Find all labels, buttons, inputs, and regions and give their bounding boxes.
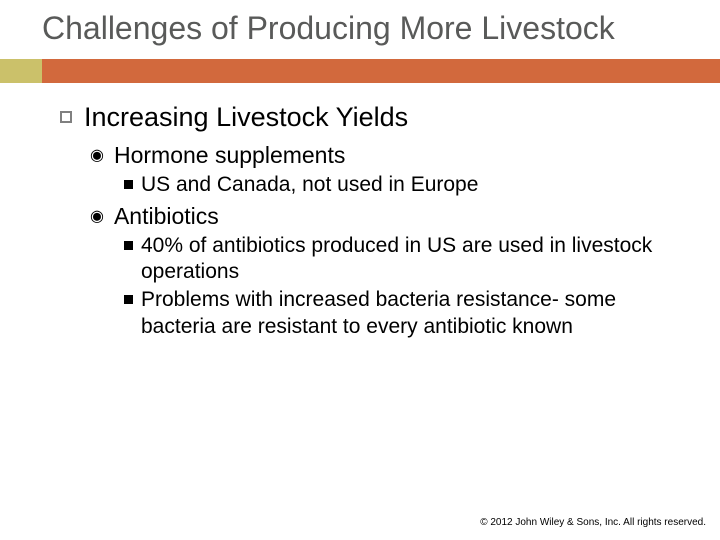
list-item-l3: Problems with increased bacteria resista… (124, 287, 680, 340)
square-outline-icon (60, 111, 72, 123)
l2-text: Hormone supplements (114, 141, 345, 170)
square-icon (124, 180, 133, 189)
list-item-l2: ◉ Hormone supplements (90, 141, 680, 170)
l3-text: US and Canada, not used in Europe (141, 172, 478, 198)
list-item-l2: ◉ Antibiotics (90, 202, 680, 231)
title-area: Challenges of Producing More Livestock (0, 0, 720, 59)
slide-title: Challenges of Producing More Livestock (42, 10, 720, 47)
list-item-l1: Increasing Livestock Yields (60, 101, 680, 133)
l1-text: Increasing Livestock Yields (84, 101, 408, 133)
l3-text: Problems with increased bacteria resista… (141, 287, 680, 340)
square-icon (124, 295, 133, 304)
accent-bar-right (42, 59, 720, 83)
accent-bar (0, 59, 720, 83)
target-icon: ◉ (90, 206, 104, 226)
list-item-l3: 40% of antibiotics produced in US are us… (124, 233, 680, 286)
list-item-l3: US and Canada, not used in Europe (124, 172, 680, 198)
content-area: Increasing Livestock Yields ◉ Hormone su… (0, 83, 720, 340)
accent-bar-left (0, 59, 42, 83)
square-icon (124, 241, 133, 250)
l3-text: 40% of antibiotics produced in US are us… (141, 233, 680, 286)
l2-text: Antibiotics (114, 202, 219, 231)
target-icon: ◉ (90, 145, 104, 165)
copyright-footer: © 2012 John Wiley & Sons, Inc. All right… (480, 517, 706, 528)
